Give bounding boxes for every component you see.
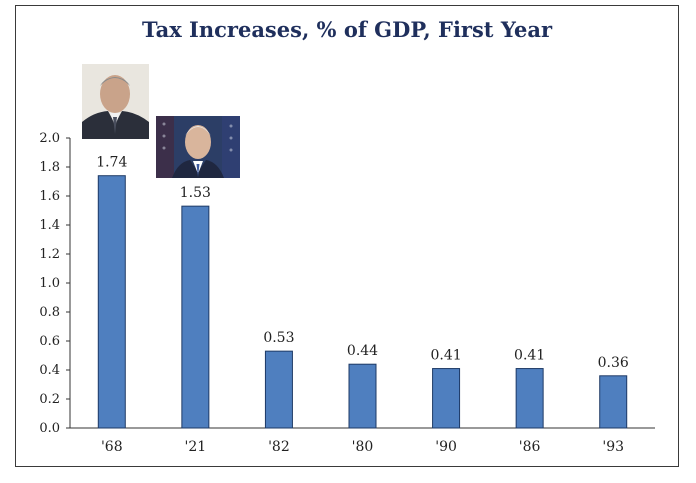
data-label: 0.41 (514, 348, 545, 364)
portrait-photo-2 (156, 116, 240, 178)
y-tick-label: 1.6 (39, 189, 60, 204)
portrait-photo-1 (82, 64, 149, 139)
x-tick-label: '93 (602, 439, 624, 455)
data-label: 0.41 (430, 348, 461, 364)
data-label: 0.53 (263, 330, 294, 346)
data-label: 1.74 (96, 155, 127, 171)
bar (264, 350, 293, 429)
x-tick-label: '21 (185, 439, 207, 455)
y-tick-label: 1.4 (39, 218, 60, 233)
x-tick-label: '90 (435, 439, 457, 455)
x-tick-label: '82 (268, 439, 290, 455)
data-label: 0.44 (347, 343, 378, 359)
x-tick-label: '80 (352, 439, 374, 455)
y-tick-label: 1.2 (39, 247, 60, 262)
data-label: 1.53 (180, 185, 211, 201)
y-tick-label: 0.8 (39, 305, 60, 320)
bar (348, 363, 377, 429)
y-tick-label: 0.2 (39, 392, 60, 407)
y-tick-label: 0.0 (39, 421, 60, 436)
y-tick-label: 1.8 (39, 160, 60, 175)
bar (599, 375, 628, 429)
y-tick-label: 2.0 (39, 131, 60, 146)
bar (432, 368, 461, 429)
bar (97, 175, 126, 429)
chart-title: Tax Increases, % of GDP, First Year (141, 17, 553, 42)
y-tick-label: 1.0 (39, 276, 60, 291)
x-tick-label: '86 (519, 439, 541, 455)
y-tick-label: 0.4 (39, 363, 60, 378)
bar (181, 205, 210, 429)
data-label: 0.36 (598, 355, 629, 371)
y-tick-label: 0.6 (39, 334, 60, 349)
bar (515, 368, 544, 429)
x-tick-label: '68 (101, 439, 123, 455)
